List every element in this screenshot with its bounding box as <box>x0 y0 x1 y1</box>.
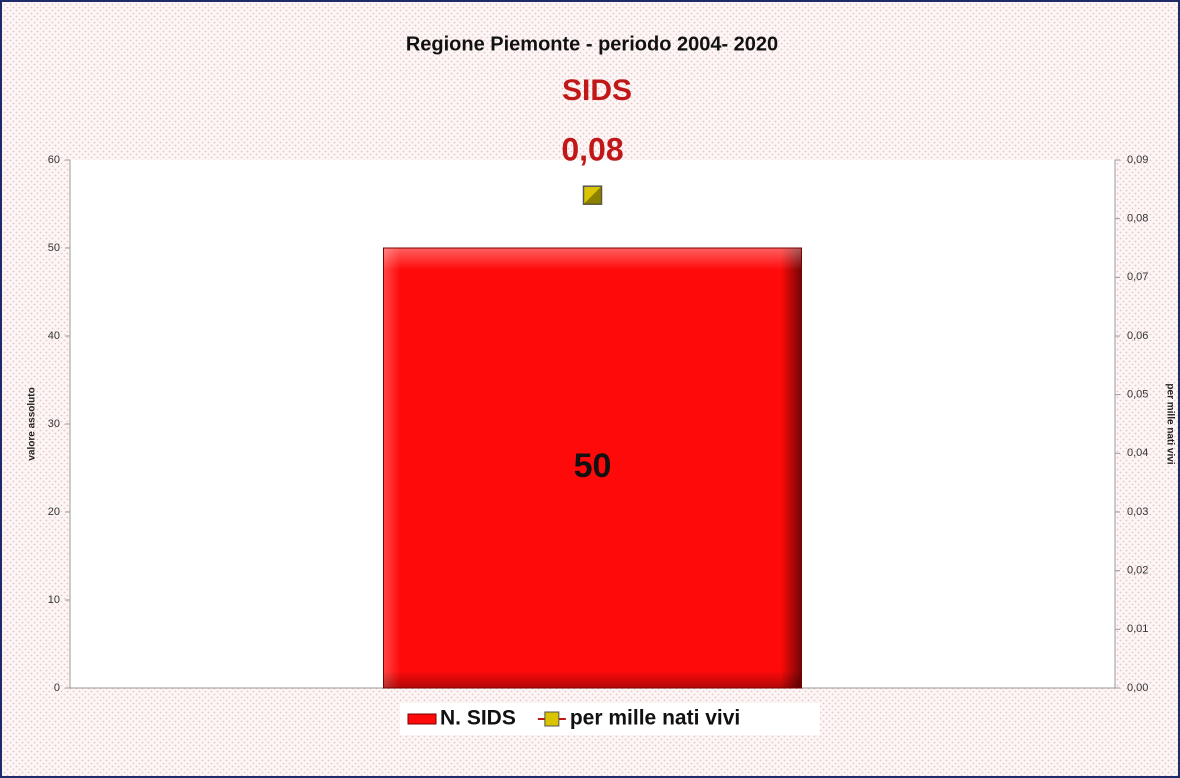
y2-tick-label: 0,09 <box>1127 154 1148 166</box>
legend-swatch <box>544 711 560 727</box>
y-tick-label: 30 <box>48 418 60 430</box>
y2-tick-label: 0,00 <box>1127 682 1148 694</box>
y-tick-label: 40 <box>48 330 60 342</box>
y2-tick-label: 0,08 <box>1127 213 1148 225</box>
y-tick-label: 50 <box>48 242 60 254</box>
data-label: 0,08 <box>561 132 623 168</box>
y-axis-label: valore assoluto <box>27 387 38 460</box>
y2-tick-label: 0,01 <box>1127 623 1148 635</box>
y-tick-label: 0 <box>54 682 60 694</box>
y2-tick-label: 0,06 <box>1127 330 1148 342</box>
legend-label: N. SIDS <box>440 707 516 730</box>
chart-subtitle: SIDS <box>562 74 632 107</box>
chart-title: Regione Piemonte - periodo 2004- 2020 <box>406 33 778 55</box>
y2-tick-label: 0,04 <box>1127 447 1148 459</box>
y2-axis-label: per mille nati vivi <box>1164 383 1175 464</box>
data-label: 50 <box>574 447 612 485</box>
y2-tick-label: 0,05 <box>1127 389 1148 401</box>
legend-label: per mille nati vivi <box>570 707 740 730</box>
y2-tick-label: 0,02 <box>1127 565 1148 577</box>
legend-swatch <box>407 713 437 725</box>
y2-tick-label: 0,03 <box>1127 506 1148 518</box>
y-tick-label: 20 <box>48 506 60 518</box>
y-tick-label: 10 <box>48 594 60 606</box>
y2-tick-label: 0,07 <box>1127 271 1148 283</box>
y-tick-label: 60 <box>48 154 60 166</box>
marker-shade <box>583 186 602 205</box>
bar-bevel <box>383 247 802 689</box>
legend-box <box>400 703 820 735</box>
